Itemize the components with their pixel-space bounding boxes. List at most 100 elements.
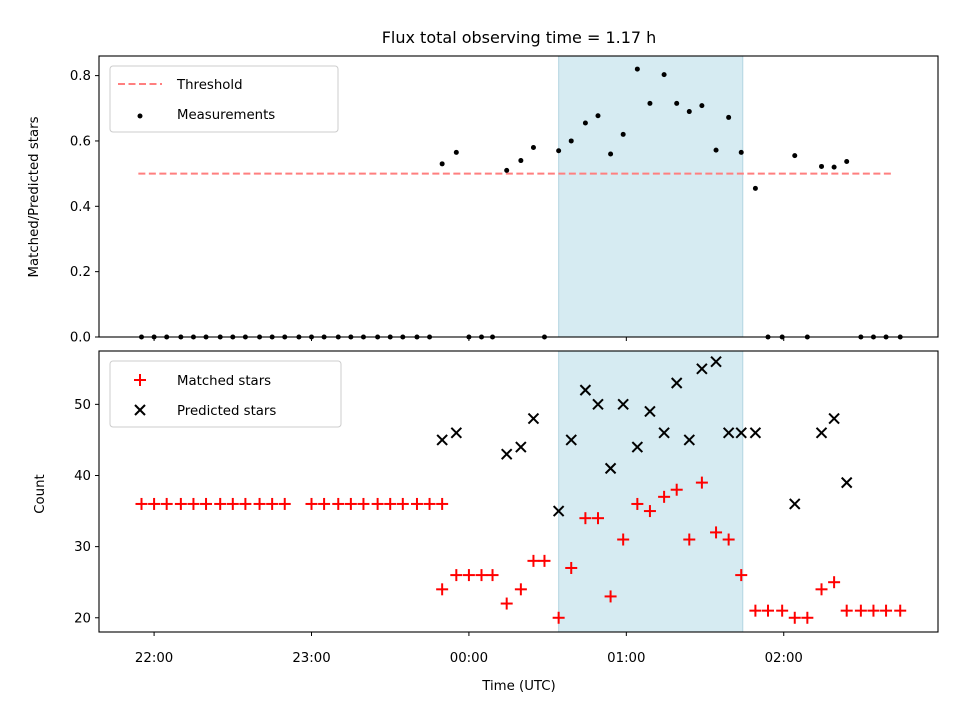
predicted-stars-point <box>749 427 762 439</box>
top-legend-box <box>109 65 339 133</box>
measurement-point <box>518 158 524 164</box>
matched-stars-point <box>239 497 252 510</box>
measurement-point <box>504 167 510 173</box>
top-legend: Threshold Measurements <box>109 65 339 133</box>
predicted-stars-point <box>670 377 683 389</box>
matched-stars-point <box>631 497 644 510</box>
matched-stars-point <box>761 604 774 617</box>
matched-stars-point <box>436 497 449 510</box>
top-highlight-band <box>558 55 744 338</box>
matched-stars-point <box>894 604 907 617</box>
top-axes-frame <box>98 55 939 338</box>
matched-stars-point <box>591 512 604 525</box>
matched-stars-point <box>226 497 239 510</box>
predicted-stars-point <box>552 505 565 517</box>
bottom-y-tick-label: 20 <box>74 611 91 626</box>
top-y-tick-label: 0.6 <box>70 134 91 149</box>
x-axis-label: Time (UTC) <box>481 679 556 694</box>
matched-stars-point <box>187 497 200 510</box>
matched-stars-point <box>357 497 370 510</box>
bottom-x-tick-label: 02:00 <box>765 651 803 666</box>
matched-stars-point <box>423 497 436 510</box>
measurement-point <box>439 161 445 167</box>
bottom-x-tick-label: 00:00 <box>450 651 488 666</box>
matched-stars-point <box>565 561 578 574</box>
matched-stars-point <box>514 583 527 596</box>
measurement-point <box>752 185 758 191</box>
matched-stars-point <box>371 497 384 510</box>
measurement-point <box>819 163 825 169</box>
matched-stars-point <box>867 604 880 617</box>
bottom-axes-frame <box>98 350 939 633</box>
measurement-point <box>620 131 626 137</box>
predicted-stars-point <box>815 427 828 439</box>
measurement-point <box>661 72 667 78</box>
matched-stars-point <box>604 590 617 603</box>
measurement-point <box>726 114 732 120</box>
bottom-x-tick-label: 01:00 <box>607 651 645 666</box>
measurement-point <box>686 109 692 115</box>
measurement-point <box>713 147 719 153</box>
measurement-point <box>831 164 837 170</box>
bottom-y-tick-label: 50 <box>74 398 91 413</box>
predicted-stars-point <box>527 412 540 425</box>
matched-stars-point <box>643 505 656 518</box>
measurement-point <box>738 149 744 155</box>
matched-stars-point <box>670 483 683 496</box>
top-y-tick-label: 0.2 <box>70 265 91 280</box>
predicted-stars-point <box>604 462 617 475</box>
matched-stars-point <box>450 569 463 582</box>
matched-stars-point <box>658 490 671 503</box>
legend-threshold-label: Threshold <box>176 78 243 93</box>
predicted-stars-point <box>565 434 577 446</box>
measurement-point <box>634 66 640 72</box>
top-y-tick-label: 0.0 <box>70 331 91 346</box>
top-y-tick-label: 0.4 <box>70 200 91 215</box>
matched-stars-point <box>332 497 345 510</box>
predicted-stars-point <box>515 441 527 453</box>
measurement-point <box>568 138 574 144</box>
bottom-x-tick-label: 22:00 <box>135 651 173 666</box>
matched-stars-point <box>148 497 161 510</box>
predicted-stars-point <box>828 412 840 425</box>
matched-stars-point <box>384 497 397 510</box>
predicted-stars-point <box>789 498 801 510</box>
legend-measurements-label: Measurements <box>177 108 275 123</box>
matched-stars-point <box>880 604 893 617</box>
matched-stars-point <box>436 583 449 596</box>
matched-stars-point <box>266 497 279 510</box>
matched-stars-point <box>160 497 173 510</box>
bottom-panel: 20 30 40 50 22:00 23:00 00:00 01:00 02:00 Count… <box>33 350 939 694</box>
predicted-stars-point <box>436 434 448 446</box>
matched-stars-point <box>722 533 735 546</box>
measurement-point <box>608 151 614 157</box>
predicted-stars-point <box>592 398 604 411</box>
bottom-y-tick-label: 40 <box>74 469 91 484</box>
legend-predicted-swatch <box>134 404 146 416</box>
top-y-tick-label: 0.8 <box>70 69 91 84</box>
matched-stars-point <box>475 569 488 582</box>
bottom-y-tick-label: 30 <box>74 540 91 555</box>
matched-stars-point <box>776 604 789 617</box>
predicted-stars-point <box>840 476 853 489</box>
predicted-stars-point <box>683 434 695 446</box>
matched-stars-point <box>788 611 801 624</box>
legend-predicted-label: Predicted stars <box>177 404 276 419</box>
predicted-stars-point <box>579 384 592 396</box>
predicted-stars-point <box>644 405 656 418</box>
matched-stars-point <box>500 597 513 610</box>
legend-matched-swatch <box>134 374 146 386</box>
predicted-stars-point <box>710 355 722 368</box>
matched-stars-point <box>135 497 148 510</box>
matched-stars-point <box>527 554 540 567</box>
legend-measurements-swatch <box>137 113 143 119</box>
matched-stars-point <box>552 611 565 624</box>
matched-stars-point <box>801 611 814 624</box>
bottom-x-tick-label: 23:00 <box>292 651 330 666</box>
measurement-point <box>556 148 562 154</box>
predicted-stars-point <box>722 427 735 439</box>
matched-stars-point <box>174 497 187 510</box>
measurement-point <box>530 144 536 150</box>
matched-stars-point <box>828 576 841 589</box>
